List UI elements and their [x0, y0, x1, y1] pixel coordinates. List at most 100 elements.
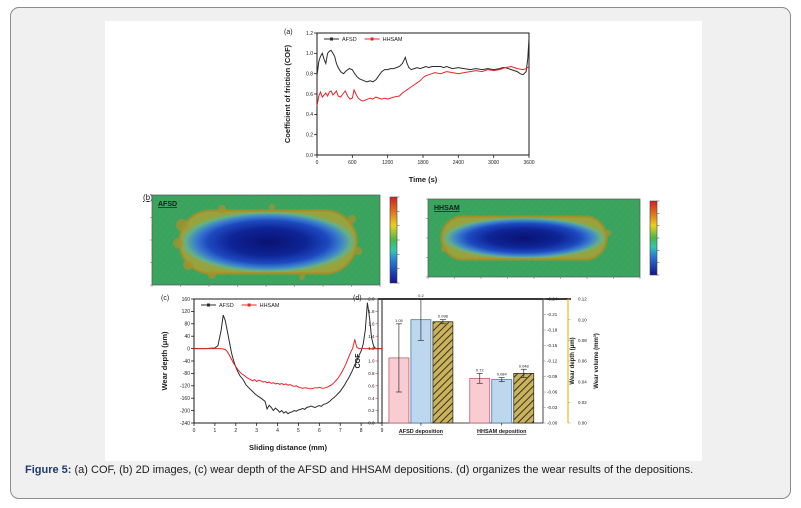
- depth-axis-label: Wear depth (μm): [570, 337, 576, 384]
- figure-card: (a) 0 600 1200 1800 2400 3000 3600 0.0 0.2 0.4 0.6 0…: [10, 7, 791, 499]
- cof-tick-label: 0.6: [368, 383, 375, 388]
- y-tick-label: 0.6: [306, 92, 313, 98]
- panel-b-tag: (b): [143, 193, 153, 202]
- cof-tick-label: 1.0: [368, 359, 375, 364]
- legend-item: HHSAM: [383, 37, 403, 43]
- debris-blob: [348, 215, 356, 223]
- x-tick-label: 5: [297, 428, 300, 434]
- cof-tick-label: 1.6: [368, 321, 375, 326]
- y-axis-label: Coefficient of friction (COF): [283, 44, 292, 143]
- image-label: AFSD: [158, 201, 177, 208]
- debris-blob: [176, 219, 188, 231]
- panel-tag: (d): [353, 295, 362, 302]
- plot-frame: [316, 32, 530, 156]
- volume-tick-label: 0.00: [578, 421, 587, 426]
- cof-axis-label: COF: [355, 353, 362, 369]
- legend-item: AFSD: [219, 303, 234, 309]
- x-tick-label: 7: [339, 428, 342, 434]
- volume-tick-label: 0.10: [578, 317, 587, 322]
- y-tick-label: 1.2: [306, 31, 313, 37]
- group-label: HHSAM deposition: [477, 429, 527, 435]
- depth-tick-label: -0.06: [547, 390, 558, 395]
- cof-tick-label: 1.8: [368, 309, 375, 314]
- x-tick-label: 3600: [523, 160, 534, 166]
- volume-tick-label: 0.08: [578, 338, 587, 343]
- debris-blob: [354, 247, 362, 255]
- y-tick-label: -240: [180, 421, 190, 427]
- afsd-2d-wear-image: AFSD: [150, 194, 400, 287]
- x-tick-label: 2: [234, 428, 237, 434]
- x-axis-label: Time (s): [409, 175, 438, 184]
- debris-blob: [208, 271, 216, 279]
- depth-tick-label: -0.15: [547, 343, 558, 348]
- y-tick-label: -120: [180, 384, 190, 390]
- legend-item: AFSD: [342, 37, 357, 43]
- group-label: AFSD deposition: [399, 429, 444, 435]
- x-tick-label: 6: [318, 428, 321, 434]
- depth-tick-label: -0.18: [547, 328, 558, 333]
- y-tick-label: -200: [180, 408, 190, 414]
- legend-item: HHSAM: [260, 303, 280, 309]
- cof-tick-label: 0.0: [368, 421, 375, 426]
- volume-tick-label: 0.02: [578, 400, 587, 405]
- bar-value-label: 0.2: [418, 293, 424, 298]
- debris-blob: [269, 204, 275, 210]
- bar-value-label: 0.72: [476, 367, 485, 372]
- series-afsd: [316, 38, 530, 83]
- x-tick-label: 0: [316, 160, 319, 166]
- y-tick-label: 0.8: [306, 71, 313, 77]
- y-tick-label: 80: [184, 322, 190, 328]
- cof-tick-label: 1.4: [368, 334, 375, 339]
- y-tick-label: 160: [182, 297, 191, 303]
- colorbar: [389, 196, 398, 284]
- depth-tick-label: -0.12: [547, 359, 558, 364]
- panel-tag: (a): [284, 29, 293, 36]
- debris-blob: [441, 246, 447, 252]
- x-tick-label: 3: [255, 428, 258, 434]
- x-tick-label: 8: [360, 428, 363, 434]
- bar-depth: [491, 379, 513, 424]
- x-tick-label: 4: [276, 428, 279, 434]
- depth-tick-label: -0.24: [547, 297, 558, 302]
- x-tick-label: 1200: [382, 160, 393, 166]
- depth-tick-label: -0.21: [547, 312, 558, 317]
- y-axis-label: Wear depth (μm): [160, 331, 169, 391]
- panel-tag: (c): [161, 295, 169, 302]
- depth-tick-label: -0.00: [547, 421, 558, 426]
- debris-blob: [218, 205, 226, 213]
- figure-caption-text: (a) COF, (b) 2D images, (c) wear depth o…: [71, 464, 694, 476]
- figure-image: (a) 0 600 1200 1800 2400 3000 3600 0.0 0.2 0.4 0.6 0…: [105, 21, 702, 461]
- cof-tick-label: 0.4: [368, 396, 375, 401]
- volume-tick-label: 0.04: [578, 379, 587, 384]
- debris-blob: [605, 230, 611, 236]
- debris-blob: [183, 260, 193, 270]
- bar-value-label: 0.098: [438, 314, 449, 319]
- depth-tick-label: -0.09: [547, 374, 558, 379]
- y-tick-label: 0: [187, 346, 190, 352]
- cof-tick-label: 0.8: [368, 371, 375, 376]
- volume-tick-label: 0.12: [578, 297, 587, 302]
- y-tick-label: 40: [184, 334, 190, 340]
- volume-tick-label: 0.06: [578, 359, 587, 364]
- x-tick-label: 9: [381, 428, 384, 434]
- debris-blob: [173, 238, 183, 248]
- bar-cof: [469, 377, 491, 424]
- x-tick-label: 1: [213, 428, 216, 434]
- cof-time-line-chart: (a) 0 600 1200 1800 2400 3000 3600 0.0 0.2 0.4 0.6 0…: [283, 29, 535, 184]
- bar-value-label: 0.048: [519, 363, 530, 368]
- x-tick-label: 0: [193, 428, 196, 434]
- x-tick-label: 600: [348, 160, 357, 166]
- y-tick-label: 0.4: [306, 112, 313, 118]
- bar-value-label: 1.05: [395, 318, 404, 323]
- bar-volume: [432, 321, 454, 424]
- y-tick-label: 120: [182, 309, 191, 315]
- x-tick-label: 1800: [417, 160, 428, 166]
- volume-axis-label: Wear volume (mm³): [593, 333, 600, 389]
- hhsam-2d-wear-image: HHSAM: [426, 198, 660, 279]
- series-hhsam: [194, 339, 382, 390]
- cof-tick-label: 0.2: [368, 408, 375, 413]
- debris-blob: [299, 274, 305, 280]
- wear-results-bar-chart: (d) 2.0 1.8 1.6 1.4 1.2 1.0 0.8 0.6 0.4 0.2 0.0 COF -…: [353, 293, 600, 435]
- bar-value-label: 0.084: [497, 372, 508, 377]
- colorbar: [649, 200, 658, 276]
